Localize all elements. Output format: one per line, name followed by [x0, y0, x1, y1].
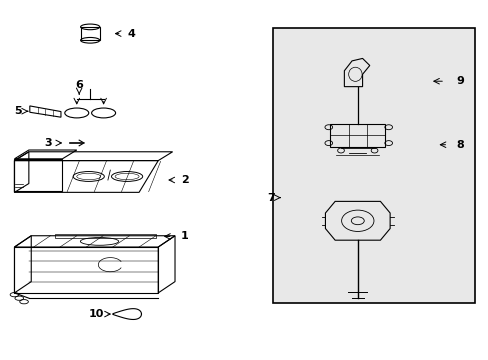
Text: 4: 4 [128, 28, 136, 39]
Text: 6: 6 [75, 80, 83, 90]
Text: 1: 1 [181, 231, 188, 242]
Bar [329, 124, 385, 147]
Text: 2: 2 [181, 175, 188, 185]
Bar [81, 27, 100, 40]
Bar [15, 159, 62, 190]
Text: 10: 10 [88, 309, 103, 319]
Text: 9: 9 [455, 76, 463, 86]
Text: 3: 3 [44, 138, 52, 148]
Bar [273, 28, 473, 303]
Text: 7: 7 [266, 193, 274, 203]
Text: 8: 8 [455, 140, 463, 150]
Text: 5: 5 [15, 106, 22, 116]
